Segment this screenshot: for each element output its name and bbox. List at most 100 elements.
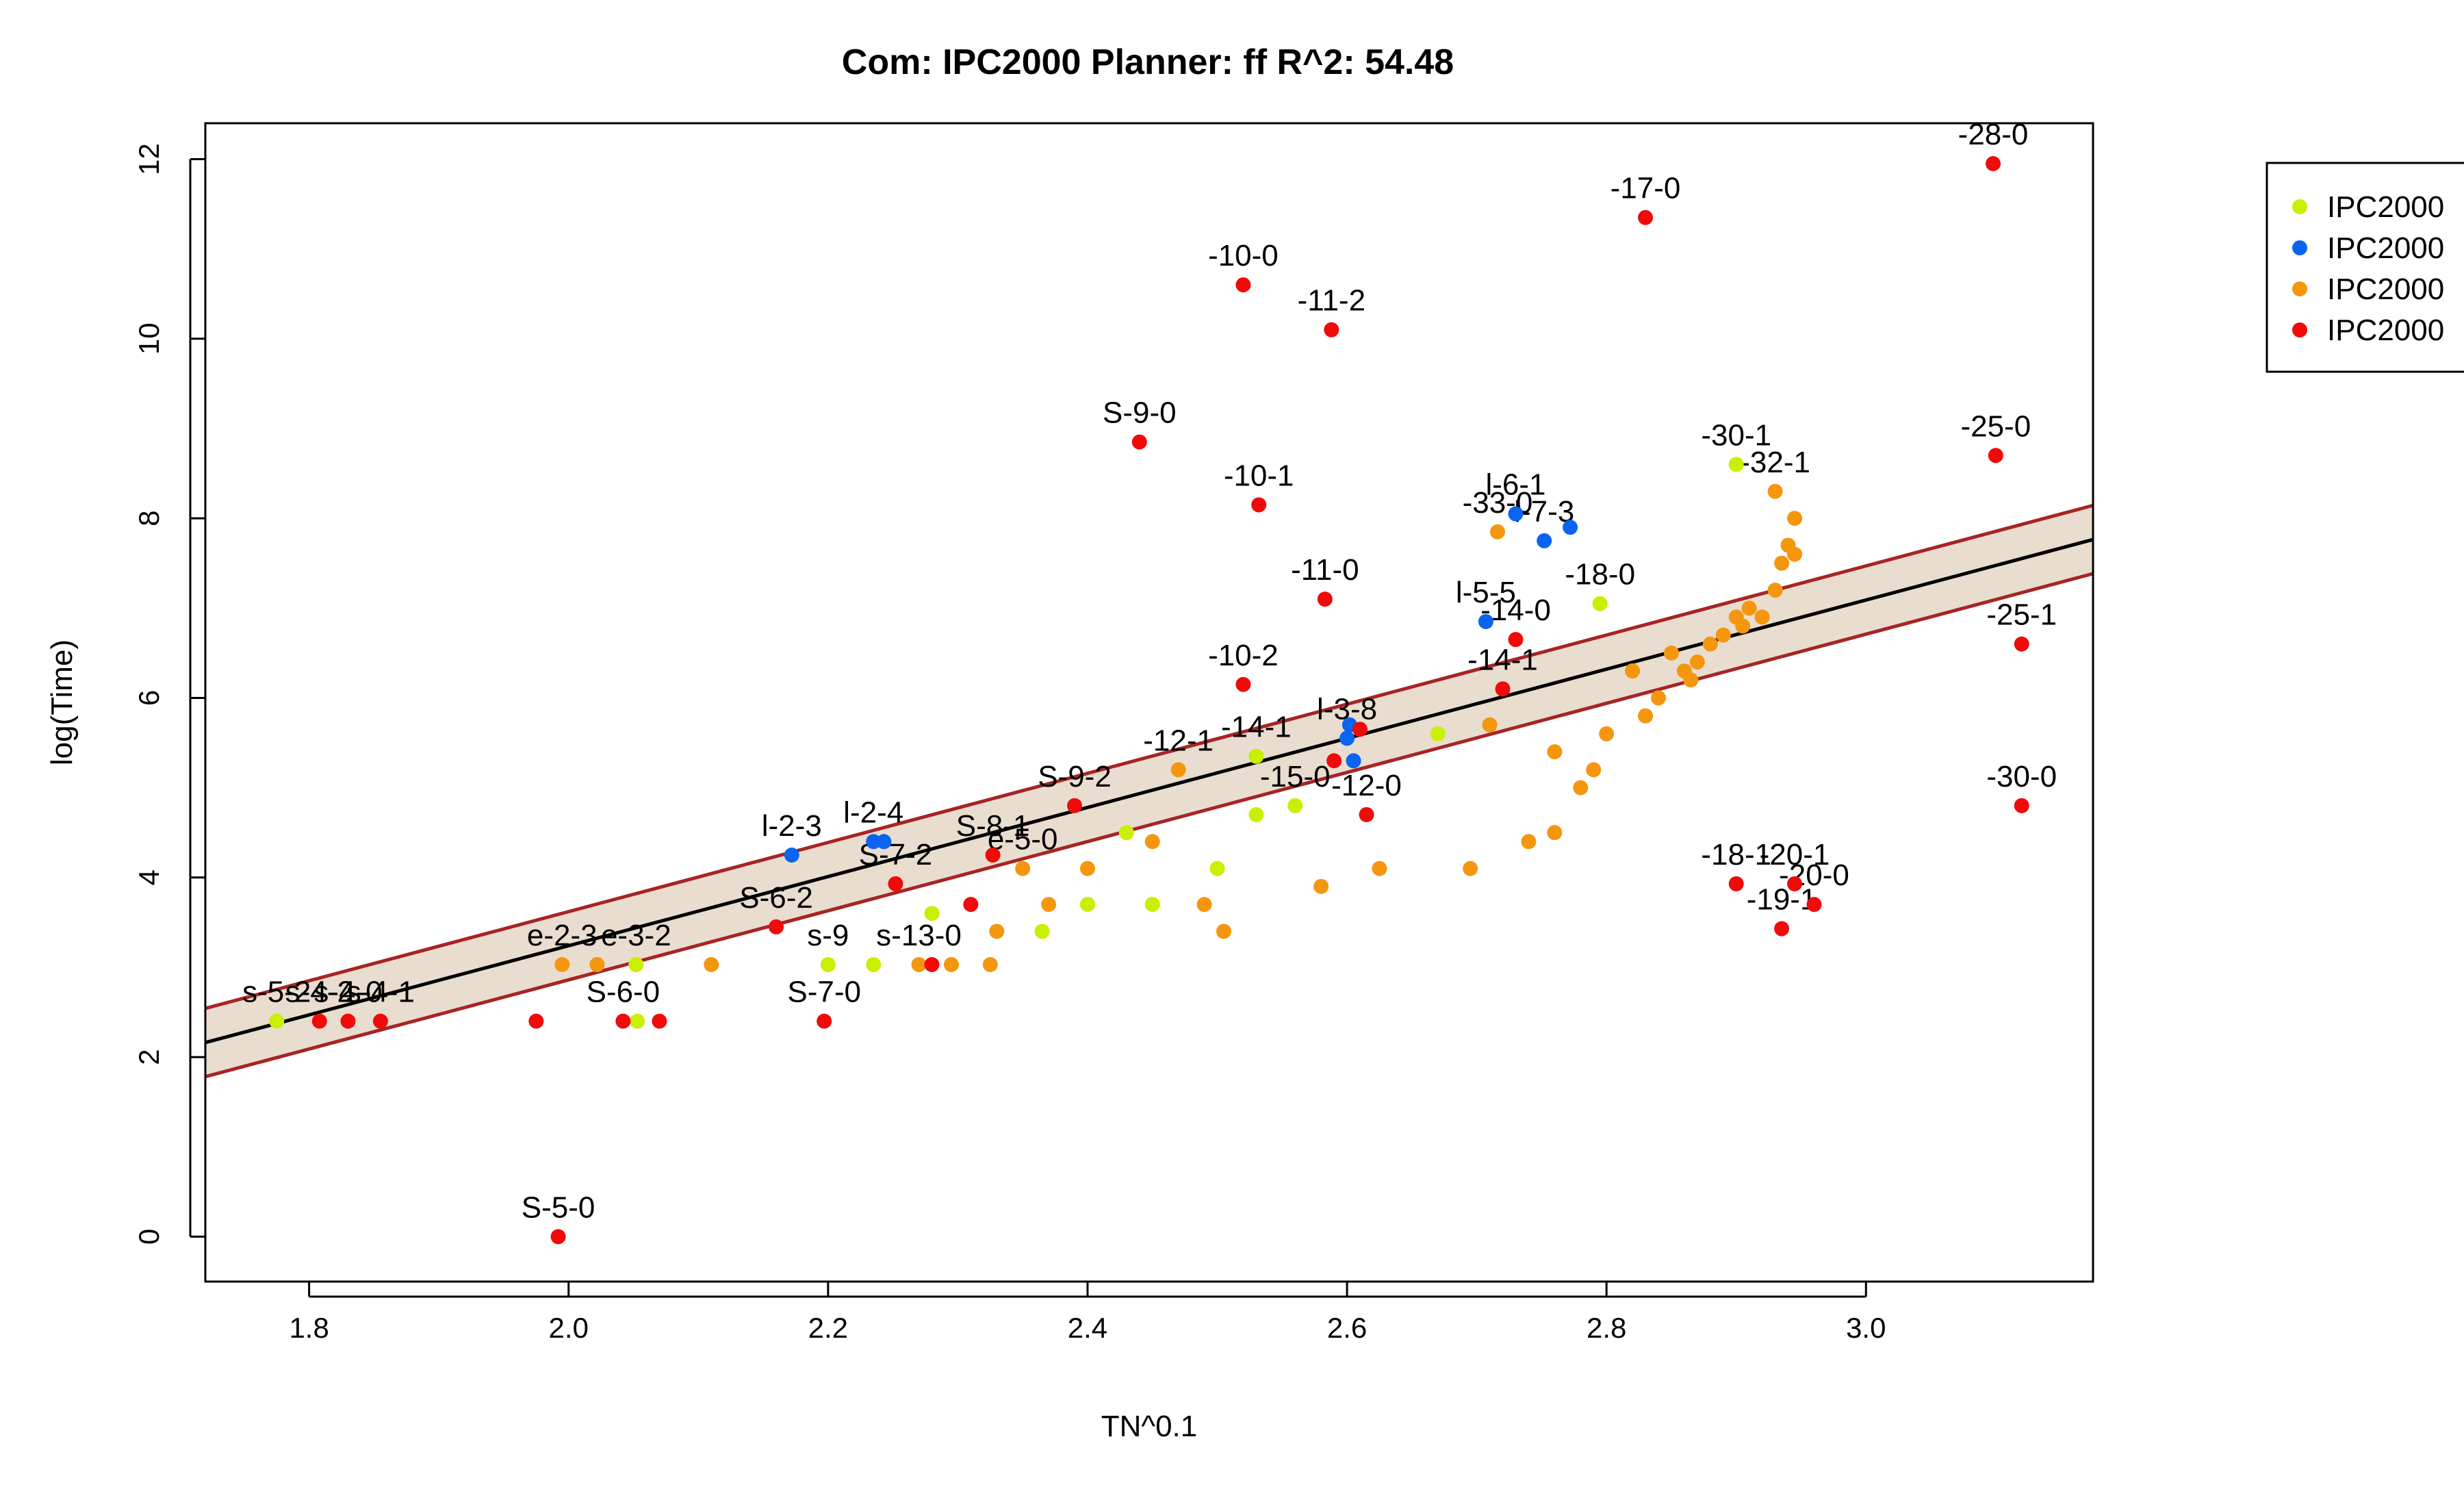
point-label: -19-1 — [1747, 883, 1817, 917]
data-point — [554, 956, 570, 972]
legend-label: IPC2000 — [2327, 272, 2444, 306]
x-tick-label: 2.4 — [1068, 1312, 1107, 1344]
legend-marker — [2292, 240, 2307, 255]
data-point — [1599, 726, 1615, 741]
data-point — [1131, 434, 1147, 450]
x-tick-label: 2.2 — [808, 1312, 848, 1344]
point-label: -12-1 — [1143, 724, 1214, 757]
point-label: -14-1 — [1221, 711, 1292, 744]
data-points — [269, 156, 2029, 1245]
x-tick-label: 2.0 — [549, 1312, 589, 1344]
data-point — [1372, 861, 1387, 876]
data-point — [1079, 897, 1095, 913]
x-tick-label: 2.6 — [1327, 1312, 1367, 1344]
point-label: -25-1 — [1986, 598, 2057, 632]
data-point — [1537, 533, 1552, 548]
point-label: -32-1 — [1740, 446, 1810, 479]
point-label: s-4-0 — [313, 976, 382, 1009]
data-point — [340, 1013, 356, 1029]
data-point — [1041, 897, 1057, 913]
point-label: -10-2 — [1208, 639, 1279, 672]
point-label: -25-0 — [1960, 409, 2031, 443]
data-point — [1478, 613, 1493, 629]
data-point — [704, 956, 719, 972]
legend: IPC2000 IPC2000 IPC2000 IPC2000 — [2266, 162, 2464, 373]
point-labels: s-5-2 e-3-2 s-9 -14-1 -15-0 -18-0 -30-1 l-2-3 l-… — [242, 118, 2057, 1224]
data-point — [1144, 897, 1160, 913]
data-point — [615, 1013, 631, 1029]
legend-label: IPC2000 — [2327, 190, 2444, 224]
point-label: S-9-0 — [1103, 396, 1177, 430]
point-label: l-2-3 — [762, 809, 822, 843]
data-point — [269, 1013, 285, 1029]
data-point — [1489, 524, 1505, 539]
data-point — [628, 956, 644, 972]
regression-line — [205, 537, 2093, 1045]
data-point — [1235, 277, 1251, 293]
data-point — [1728, 876, 1744, 891]
data-point — [1663, 645, 1679, 661]
data-point — [630, 1013, 645, 1029]
data-point — [911, 956, 927, 972]
data-point — [1586, 762, 1602, 778]
legend-label: IPC2000 — [2327, 314, 2444, 347]
data-point — [876, 834, 892, 850]
data-point — [1689, 654, 1705, 670]
y-tick-label: 0 — [133, 1229, 165, 1245]
point-label: s-5-2 — [242, 976, 311, 1009]
y-tick-label: 8 — [133, 510, 165, 526]
data-point — [1683, 672, 1699, 688]
data-point — [1638, 708, 1654, 724]
data-point — [1774, 921, 1790, 937]
data-point — [1521, 834, 1537, 850]
data-point — [1144, 834, 1160, 850]
y-tick-label: 6 — [133, 690, 165, 706]
y-tick-label: 4 — [133, 869, 165, 885]
point-label: S-8-1 — [956, 809, 1030, 843]
point-label: S-7-0 — [787, 976, 861, 1009]
point-label: e-5-0 — [988, 823, 1058, 856]
data-point — [1326, 753, 1342, 769]
data-point — [1359, 806, 1374, 822]
data-point — [982, 956, 998, 972]
data-point — [1430, 726, 1446, 741]
data-point — [963, 897, 979, 913]
data-point — [1638, 209, 1654, 225]
point-label: -11-2 — [1298, 284, 1365, 318]
point-label: -15-0 — [1260, 760, 1331, 793]
data-point — [1463, 861, 1478, 876]
point-label: s-9 — [807, 919, 849, 952]
data-point — [1248, 748, 1264, 764]
data-point — [1806, 897, 1822, 913]
point-label: -18-0 — [1565, 558, 1635, 591]
data-point — [1251, 497, 1267, 513]
data-point — [2014, 798, 2029, 813]
data-point — [1346, 753, 1361, 769]
data-point — [985, 847, 1001, 863]
data-point — [784, 847, 799, 863]
data-point — [1547, 744, 1563, 760]
data-point — [1754, 609, 1770, 625]
point-label: S-6-2 — [739, 881, 813, 915]
legend-label: IPC2000 — [2327, 231, 2444, 265]
data-point — [1787, 876, 1803, 891]
data-point — [1495, 681, 1511, 697]
data-point — [2014, 636, 2029, 652]
data-point — [1787, 546, 1803, 562]
data-point — [1625, 663, 1641, 679]
point-label: l-2-4 — [843, 796, 903, 829]
data-point — [1508, 506, 1524, 522]
x-axis-label: TN^0.1 — [1101, 1410, 1197, 1443]
legend-marker — [2292, 322, 2307, 338]
data-point — [1015, 861, 1031, 876]
regression-band — [205, 503, 2093, 1079]
data-point — [1287, 798, 1303, 813]
data-point — [372, 1013, 388, 1029]
point-label: -30-1 — [1701, 418, 1771, 452]
data-point — [1547, 825, 1563, 841]
x-tick-label: 2.8 — [1587, 1312, 1626, 1344]
data-point — [924, 956, 940, 972]
data-point — [1248, 806, 1264, 822]
data-point — [1741, 600, 1757, 616]
data-point — [1650, 690, 1666, 706]
